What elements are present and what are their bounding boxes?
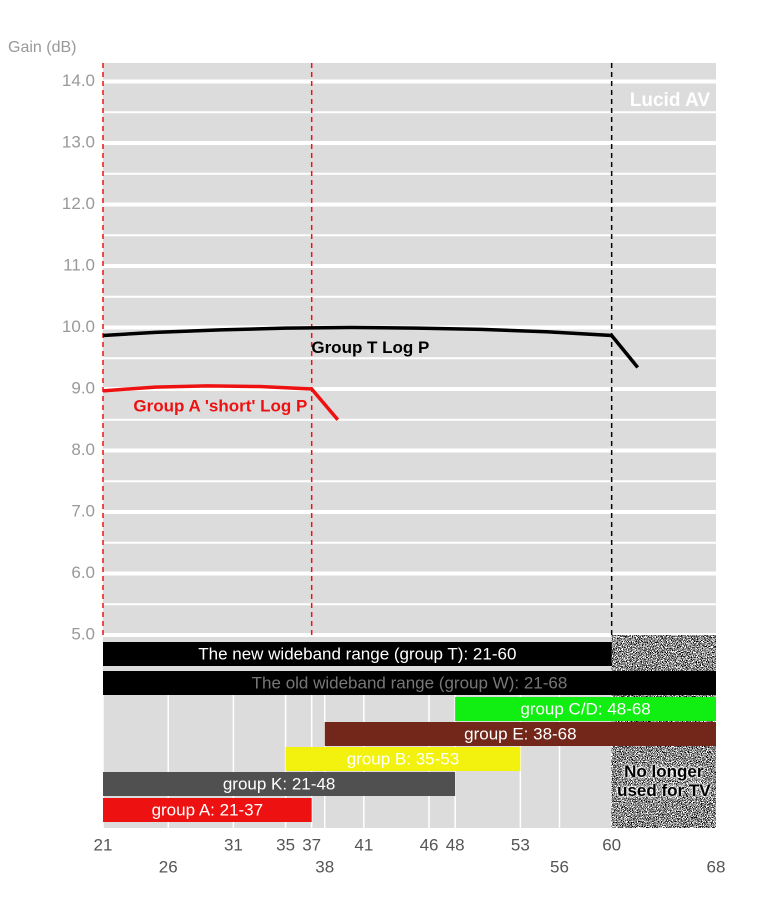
series-line	[102, 325, 640, 369]
y-axis-label: Gain (dB)	[8, 39, 76, 56]
x-tick-label: 21	[94, 835, 113, 854]
range-bar	[103, 671, 716, 695]
range-label: group A: 21-37	[152, 800, 264, 819]
x-tick-label: 48	[446, 835, 465, 854]
y-tick-label: 8.0	[71, 440, 95, 459]
retired-label: No longer used for TV	[617, 762, 711, 800]
x-tick-label: 60	[602, 835, 621, 854]
range-label: group C/D: 48-68	[520, 699, 650, 718]
range-label: The new wideband range (group T): 21-60	[198, 644, 516, 663]
x-tick-label: 38	[315, 857, 334, 876]
x-tick-label: 56	[550, 857, 569, 876]
range-label: group K: 21-48	[223, 774, 335, 793]
plot-background	[103, 63, 716, 635]
range-bar	[103, 772, 456, 796]
range-bar	[455, 697, 716, 721]
y-tick-label: 12.0	[62, 194, 95, 213]
y-tick-label: 10.0	[62, 317, 95, 336]
y-tick-label: 5.0	[71, 624, 95, 643]
y-tick-label: 6.0	[71, 563, 95, 582]
x-tick-label: 31	[224, 835, 243, 854]
x-tick-label: 41	[354, 835, 373, 854]
y-tick-label: 7.0	[71, 501, 95, 520]
x-tick-label: 26	[159, 857, 178, 876]
series-line	[102, 384, 340, 421]
y-tick-label: 11.0	[63, 255, 95, 274]
x-tick-label: 53	[511, 835, 530, 854]
y-tick-label: 14.0	[62, 71, 95, 90]
range-label: group E: 38-68	[464, 724, 576, 743]
x-tick-label: 35	[276, 835, 295, 854]
x-tick-label: 37	[302, 835, 321, 854]
range-bar	[103, 798, 312, 822]
range-bar	[285, 747, 521, 771]
watermark: Lucid AV	[630, 90, 711, 111]
y-tick-label: 13.0	[62, 132, 95, 151]
range-bar	[103, 642, 612, 666]
x-tick-label: 46	[420, 835, 439, 854]
x-tick-label: 68	[707, 857, 726, 876]
range-label: The old wideband range (group W): 21-68	[252, 673, 568, 692]
range-bar	[324, 722, 716, 746]
range-label: group B: 35-53	[347, 749, 459, 768]
series-label: Group T Log P	[311, 338, 429, 357]
series-label: Group A 'short' Log P	[133, 396, 307, 415]
y-tick-label: 9.0	[71, 378, 95, 397]
